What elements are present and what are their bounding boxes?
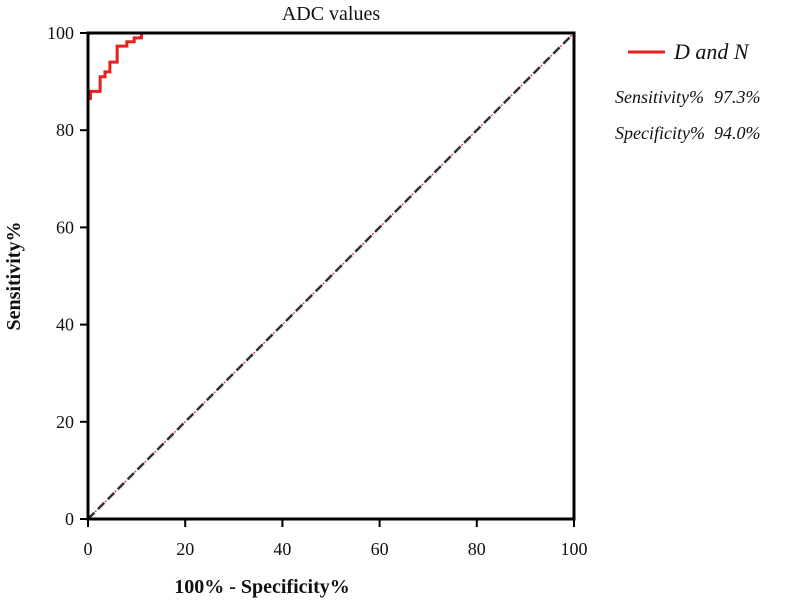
legend: D and N [628,39,750,64]
y-tick-label: 100 [47,23,74,43]
y-axis-title: Sensitivity% [3,222,25,331]
sensitivity-label: Sensitivity% [615,87,704,107]
stats-annotations: Sensitivity% 97.3% Specificity% 94.0% [615,87,761,143]
chart-title: ADC values [282,3,381,25]
sensitivity-value: 97.3% [714,87,761,107]
series-layer [86,31,575,520]
y-tick-label: 60 [56,217,74,237]
x-tick-label: 60 [371,539,389,559]
specificity-value: 94.0% [714,123,761,143]
legend-label: D and N [673,39,750,64]
x-tick-label: 20 [176,539,194,559]
plot-frame [86,31,576,521]
x-tick-label: 0 [84,539,93,559]
x-tick-label: 40 [273,539,291,559]
reference-diagonal-line [87,32,575,520]
x-axis-ticks: 0 20 40 60 80 100 [84,519,588,559]
y-tick-label: 40 [56,315,74,335]
x-tick-label: 80 [468,539,486,559]
y-tick-label: 0 [65,509,74,529]
x-tick-label: 100 [561,539,588,559]
y-tick-label: 20 [56,412,74,432]
y-axis-ticks: 0 20 40 60 80 100 [47,23,88,529]
y-tick-label: 80 [56,120,74,140]
specificity-label: Specificity% [615,123,705,143]
x-axis-title: 100% - Specificity% [174,576,350,598]
roc-curve-d-and-n [86,31,574,519]
